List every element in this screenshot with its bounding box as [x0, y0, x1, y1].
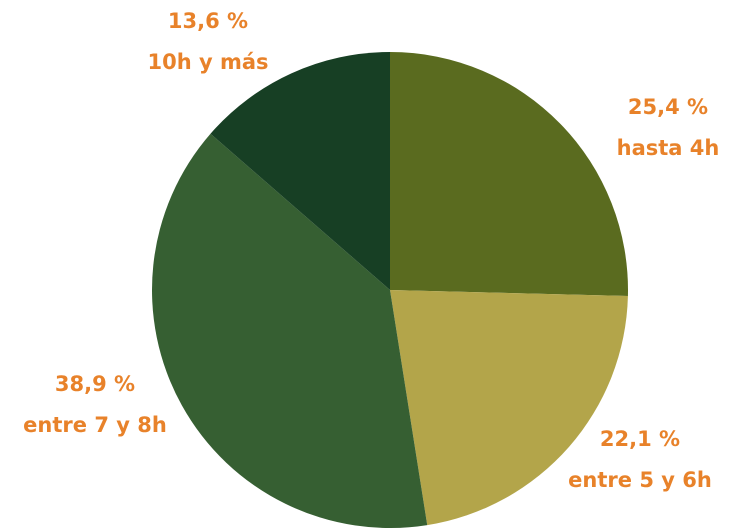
pie-slice [390, 51, 629, 296]
pie-slice [390, 290, 628, 526]
value-label: 22,1 % [600, 427, 680, 451]
category-label: hasta 4h [617, 136, 720, 160]
value-label: 13,6 % [168, 9, 248, 33]
pie-slice [210, 52, 390, 290]
category-label: entre 7 y 8h [23, 413, 167, 437]
pie-slice [152, 133, 428, 528]
category-label: 10h y más [147, 50, 268, 74]
category-label: entre 5 y 6h [568, 468, 712, 492]
value-label: 38,9 % [55, 372, 135, 396]
value-label: 25,4 % [628, 95, 708, 119]
